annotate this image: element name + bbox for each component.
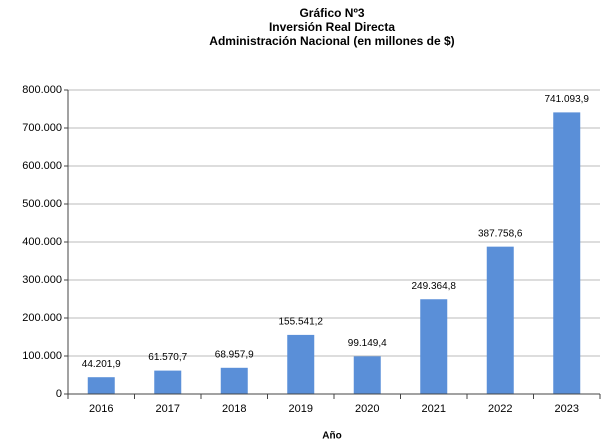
data-label: 61.570,7 [148, 352, 187, 363]
bar [553, 112, 581, 395]
bar [486, 246, 514, 394]
bar [287, 334, 315, 394]
bar [87, 377, 115, 394]
x-tick-label: 2020 [355, 403, 379, 415]
y-tick-label: 600.000 [22, 160, 62, 172]
bar [353, 356, 381, 394]
data-label: 155.541,2 [279, 317, 324, 328]
chart-title: Administración Nacional (en millones de … [209, 34, 454, 48]
chart-title: Gráfico Nº3 [299, 6, 364, 20]
x-tick-label: 2022 [488, 403, 512, 415]
y-tick-label: 0 [56, 388, 62, 400]
x-tick-label: 2019 [289, 403, 313, 415]
x-tick-label: 2017 [156, 403, 180, 415]
data-label: 741.093,9 [545, 94, 590, 105]
y-tick-label: 500.000 [22, 198, 62, 210]
y-tick-label: 100.000 [22, 350, 62, 362]
x-axis-title: Año [322, 431, 341, 442]
data-label: 249.364,8 [412, 281, 457, 292]
y-tick-label: 200.000 [22, 312, 62, 324]
chart-title: Inversión Real Directa [269, 20, 395, 34]
data-label: 387.758,6 [478, 228, 523, 239]
data-label: 68.957,9 [215, 349, 254, 360]
bar [420, 299, 448, 394]
bar [220, 367, 248, 394]
bar [154, 370, 182, 394]
data-label: 44.201,9 [82, 359, 121, 370]
data-label: 99.149,4 [348, 338, 387, 349]
y-tick-label: 300.000 [22, 274, 62, 286]
y-tick-label: 700.000 [22, 122, 62, 134]
x-tick-label: 2021 [422, 403, 446, 415]
y-tick-label: 800.000 [22, 84, 62, 96]
y-tick-label: 400.000 [22, 236, 62, 248]
x-tick-label: 2018 [222, 403, 246, 415]
x-tick-label: 2023 [555, 403, 579, 415]
x-tick-label: 2016 [89, 403, 113, 415]
